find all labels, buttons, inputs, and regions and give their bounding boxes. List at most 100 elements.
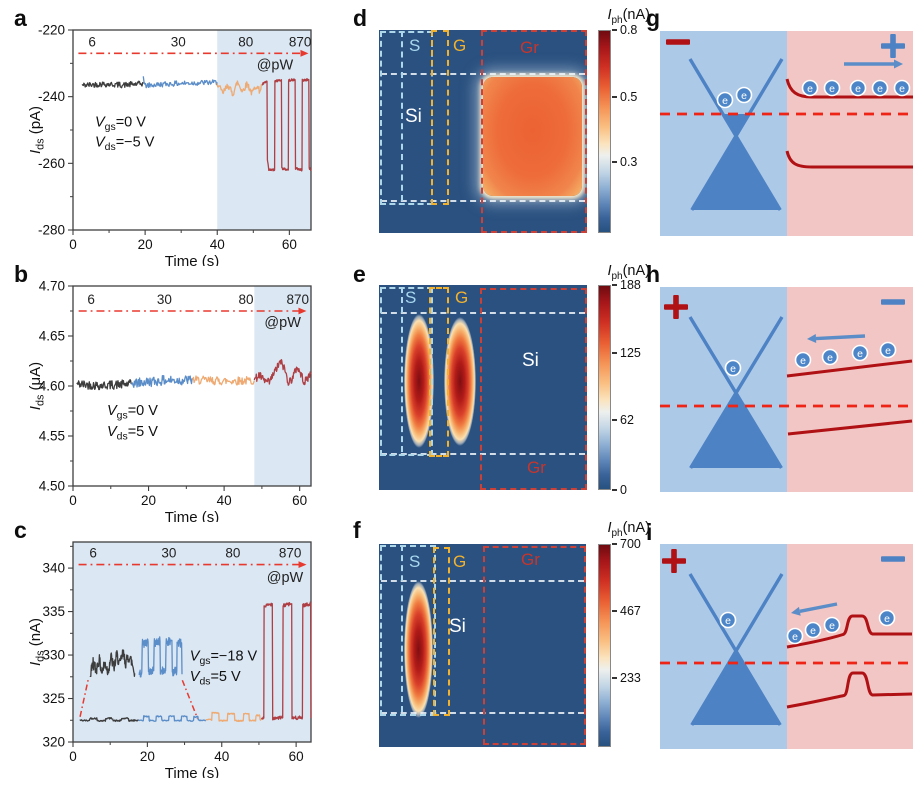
- electron-icon: e: [786, 627, 804, 645]
- x-tick-label: 0: [69, 749, 77, 764]
- power-level-label: 30: [157, 292, 172, 307]
- carrier-flow-arrow: [815, 334, 866, 341]
- si-region-label: Si: [405, 106, 422, 127]
- dirac-cone-filled-states: [691, 651, 781, 725]
- bias-annotation-line: Vds=5 V: [107, 424, 158, 443]
- power-level-label: 30: [161, 546, 176, 561]
- gate-electrode-outline: [429, 287, 449, 457]
- dirac-cone-edge: [690, 573, 784, 726]
- conduction-band: [786, 359, 913, 378]
- panel-h-band-diagram: e e e e e: [660, 287, 913, 492]
- series-30-pW-response: [138, 636, 183, 678]
- electron-icon: e: [851, 344, 869, 362]
- series-870-pW: [260, 601, 312, 721]
- graphene-region-outline: [483, 546, 586, 745]
- valence-band-with-barrier: [786, 671, 913, 709]
- panel-e-colorbar: 188 125 62 0: [598, 278, 641, 497]
- colorbar-tick: 62: [612, 413, 634, 427]
- conduction-band-with-barrier: [786, 614, 912, 649]
- colorbar-tick-label: 0.3: [620, 154, 638, 169]
- laser-on-shaded-region: [254, 286, 311, 486]
- si-region-label: Si: [522, 350, 539, 371]
- source-electrode-inner-edge: [401, 545, 403, 712]
- electron-icon: e: [849, 79, 867, 97]
- s-region-label: S: [405, 288, 417, 307]
- electron-icon: e: [871, 79, 889, 97]
- series-870-pW: [261, 78, 312, 172]
- panel-d-colorbar: 0.8 0.5 0.3: [598, 23, 637, 233]
- y-tick-label: -240: [38, 89, 65, 104]
- svg-text:e: e: [730, 363, 736, 375]
- valence-band: [787, 419, 913, 436]
- panel-f-photocurrent-map: S G Gr Si: [379, 544, 586, 747]
- series-80-pW: [192, 375, 255, 386]
- y-tick-label: 320: [42, 735, 65, 750]
- y-tick-label: 4.60: [39, 379, 65, 394]
- g-region-label: G: [453, 552, 467, 571]
- y-tick-label: 325: [42, 691, 65, 706]
- bias-annotation-line: Vds=−5 V: [95, 135, 155, 154]
- svg-text:e: e: [722, 95, 728, 107]
- dirac-cone-edge: [689, 316, 784, 469]
- svg-text:e: e: [829, 620, 835, 632]
- y-axis-label: Ids (pA): [27, 106, 47, 154]
- svg-text:e: e: [810, 625, 816, 637]
- carrier-flow-arrow: [799, 602, 838, 613]
- svg-text:e: e: [807, 83, 813, 95]
- panel-label-g: g: [646, 5, 661, 31]
- svg-text:e: e: [792, 631, 798, 643]
- arrowhead-icon: [300, 49, 309, 57]
- power-level-label: 6: [87, 292, 95, 307]
- colorbar-tick-label: 62: [620, 413, 634, 428]
- bias-annotation-line: Vgs=−18 V: [190, 648, 258, 667]
- series-80-pW: [205, 711, 262, 722]
- svg-text:e: e: [884, 613, 890, 625]
- graphene-region-outline: [480, 288, 587, 490]
- colorbar-tick-label: 0.5: [620, 89, 638, 104]
- electron-icon: e: [821, 348, 839, 366]
- current-subscript: ph: [611, 14, 623, 26]
- y-tick-label: -260: [38, 156, 65, 171]
- axes: -220 -240 -260 -280 0 20 40 60: [38, 23, 312, 252]
- minus-sign-icon: [881, 556, 905, 562]
- panel-g-band-diagram: e e e e e e e: [660, 31, 913, 236]
- y-tick-label: 340: [42, 561, 65, 576]
- series-6-pW: [76, 378, 132, 391]
- electron-icon: e: [716, 91, 734, 109]
- power-level-label: 6: [89, 546, 97, 561]
- series-6-pW-response: [89, 649, 136, 678]
- y-tick-label: 330: [42, 648, 65, 663]
- svg-text:e: e: [725, 615, 731, 627]
- power-level-label: 80: [239, 292, 254, 307]
- electron-icon: e: [879, 341, 897, 359]
- panel-e-colorbar-title: Iph(nA): [545, 263, 650, 282]
- panel-label-f: f: [353, 517, 361, 543]
- device-edge-dashed-line: [381, 453, 585, 455]
- y-tick-label: 335: [42, 604, 65, 619]
- valence-band: [785, 150, 913, 169]
- arrowhead-icon: [791, 606, 801, 616]
- current-symbol: I: [607, 263, 612, 279]
- panel-label-h: h: [646, 261, 661, 287]
- panel-c-time-trace-chart: 340 335 330 325 320 0 20 40 60 Time (s) Ids (nA) 6 3…: [27, 541, 312, 778]
- gr-region-label: Gr: [520, 38, 539, 57]
- electron-icon: e: [801, 79, 819, 97]
- photocurrent-hotspot: [444, 317, 476, 446]
- dirac-cone-fill-above-node: [722, 114, 750, 136]
- electron-icon: e: [804, 621, 822, 639]
- colorbar-tick-label: 125: [620, 345, 641, 360]
- svg-text:e: e: [827, 352, 833, 364]
- power-unit-label: @pW: [264, 315, 301, 331]
- photocurrent-hotspot: [483, 77, 582, 196]
- panel-e-photocurrent-map: S G Gr Si: [379, 285, 587, 490]
- electron-icon: e: [719, 611, 737, 629]
- y-tick-label: -280: [38, 223, 65, 238]
- colorbar-gradient: [598, 30, 611, 233]
- source-electrode-inner-edge: [401, 287, 403, 452]
- current-unit: (nA): [622, 520, 650, 536]
- series-30-pW: [142, 76, 218, 89]
- panel-label-e: e: [353, 261, 366, 287]
- electron-icon: e: [735, 86, 753, 104]
- colorbar-tick: 188: [612, 278, 641, 292]
- y-tick-label: 4.50: [39, 479, 65, 494]
